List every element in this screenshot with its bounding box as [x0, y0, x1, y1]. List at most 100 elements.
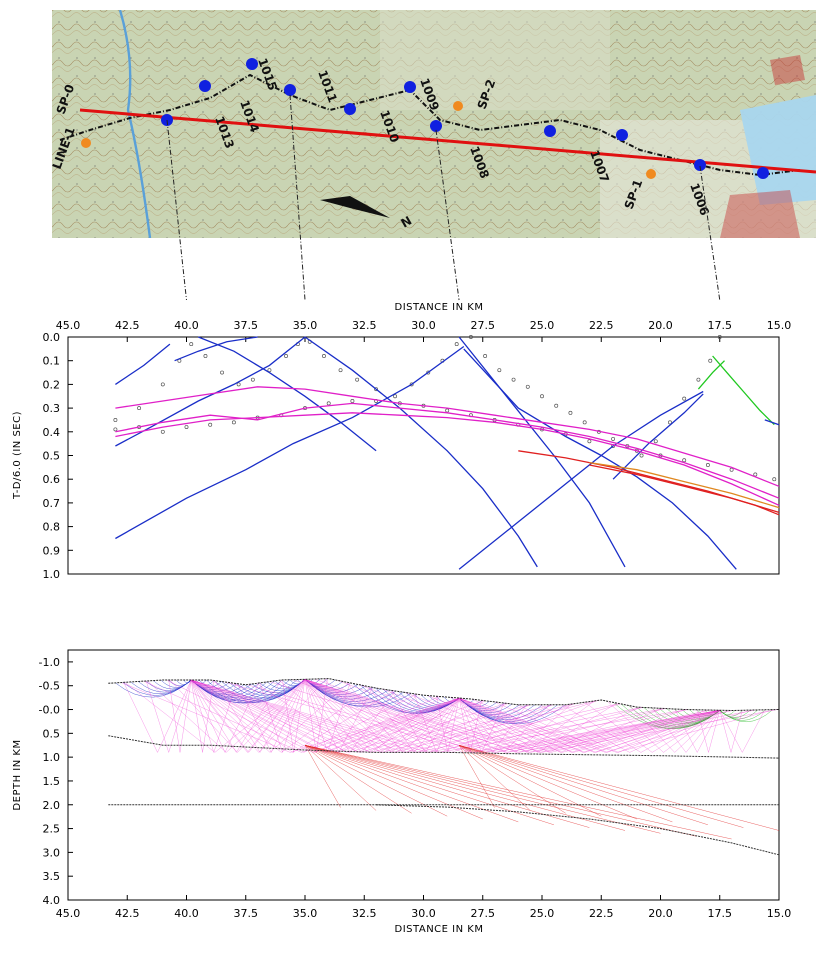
- shot-marker: [284, 84, 296, 96]
- ray-path: [459, 697, 707, 753]
- ray-path: [359, 684, 720, 753]
- tt-ytick-label: 0.4: [43, 426, 61, 439]
- tt-observed-pick: [113, 418, 118, 422]
- ray-path: [304, 679, 396, 753]
- ray-interface: [108, 735, 780, 759]
- tt-series-line: [115, 412, 780, 506]
- tt-xtick-label: 25.0: [530, 319, 555, 332]
- ray-path: [191, 678, 327, 753]
- ray-path: [517, 704, 720, 753]
- ray-ytick-label: 3.0: [43, 846, 61, 859]
- tt-observed-pick: [426, 370, 431, 375]
- ray-ytick-label: -0.0: [39, 704, 60, 717]
- shot-marker: [430, 120, 442, 132]
- ray-path: [304, 744, 483, 820]
- ray-path: [459, 697, 730, 753]
- tt-observed-pick: [682, 458, 687, 463]
- ray-path: [584, 702, 720, 753]
- tt-series-group: [115, 336, 780, 570]
- tt-series-line: [115, 343, 171, 385]
- tt-xtick-label: 30.0: [411, 319, 436, 332]
- shot-marker: [616, 129, 628, 141]
- tt-ytick-label: 0.6: [43, 473, 61, 486]
- tt-observed-pick: [326, 401, 331, 406]
- shot-marker: [199, 80, 211, 92]
- tt-series-line: [764, 419, 780, 426]
- tt-series-line: [463, 348, 737, 570]
- tt-observed-pick: [653, 439, 658, 444]
- shot-leader-line: [435, 129, 460, 301]
- tt-observed-pick: [611, 436, 616, 441]
- ray-xtick-label: 20.0: [648, 907, 673, 920]
- tt-series-line: [115, 336, 306, 447]
- tt-ytick-label: 0.2: [43, 378, 61, 391]
- tt-xtick-label: 22.5: [589, 319, 614, 332]
- shot-marker: [544, 125, 556, 137]
- tt-series-line: [304, 336, 538, 568]
- ray-xtick-label: 42.5: [115, 907, 140, 920]
- river-shape: [118, 10, 152, 238]
- north-arrow-icon: [320, 196, 390, 218]
- ray-paths: [115, 678, 780, 840]
- tt-xtick-label: 32.5: [352, 319, 377, 332]
- ray-path: [472, 698, 720, 753]
- ray-path: [459, 744, 637, 820]
- ray-path: [237, 679, 306, 753]
- ray-path: [191, 679, 298, 704]
- ray-path: [169, 679, 306, 753]
- ray-xtick-label: 27.5: [471, 907, 496, 920]
- ray-path: [404, 692, 720, 753]
- ray-path: [121, 682, 460, 753]
- tt-observed-pick: [568, 410, 573, 415]
- tt-observed-pick: [184, 425, 189, 430]
- tt-x-ticks: 45.0 42.5 40.0 37.5 35.0 32.5 30.0 27.5 25.0 22.5…: [56, 319, 792, 342]
- ray-path: [458, 745, 495, 808]
- urban-area: [720, 190, 800, 238]
- ray-path: [304, 744, 554, 826]
- ray-path: [304, 744, 412, 814]
- ray-path: [449, 697, 720, 753]
- shot-leader-line: [699, 165, 721, 301]
- ray-path: [304, 679, 733, 753]
- tt-xtick-label: 20.0: [648, 319, 673, 332]
- tt-observed-pick: [236, 382, 241, 387]
- tt-observed-pick: [468, 335, 473, 339]
- ray-path: [719, 710, 743, 754]
- tt-observed-pick: [220, 370, 224, 375]
- ray-path: [458, 745, 531, 811]
- tt-observed-pick: [540, 394, 544, 399]
- tt-xtick-label: 40.0: [174, 319, 199, 332]
- shot-marker: [404, 81, 416, 93]
- ray-path: [459, 744, 744, 828]
- ray-ytick-label: 2.5: [43, 823, 61, 836]
- ray-path: [304, 745, 377, 811]
- tt-observed-pick: [284, 354, 288, 358]
- ray-path: [214, 679, 306, 753]
- ray-xtick-label: 40.0: [174, 907, 199, 920]
- ray-ytick-label: 4.0: [43, 894, 61, 907]
- ray-ytick-label: 1.5: [43, 775, 61, 788]
- ray-path: [459, 697, 752, 753]
- ray-path: [314, 678, 720, 753]
- ray-path: [719, 709, 773, 722]
- ray-xtick-label: 25.0: [530, 907, 555, 920]
- ray-path: [168, 679, 192, 753]
- ray-path: [191, 679, 304, 753]
- tt-ytick-label: 0.5: [43, 450, 61, 463]
- tt-observed-pick: [705, 463, 710, 467]
- tt-series-line: [589, 461, 780, 509]
- tt-xtick-label: 15.0: [767, 319, 792, 332]
- shot-leader-line: [289, 94, 306, 301]
- shot-marker: [344, 103, 356, 115]
- ray-path: [539, 704, 720, 753]
- ray-path: [123, 679, 192, 753]
- ray-path: [304, 744, 626, 831]
- ray-path: [458, 697, 572, 753]
- tt-series-line: [612, 393, 704, 480]
- ray-path: [291, 679, 720, 753]
- survey-route-line: [59, 73, 801, 177]
- shot-marker: [246, 58, 258, 70]
- ray-xtick-label: 37.5: [234, 907, 259, 920]
- ray-path: [629, 705, 720, 753]
- ray-path: [561, 704, 720, 753]
